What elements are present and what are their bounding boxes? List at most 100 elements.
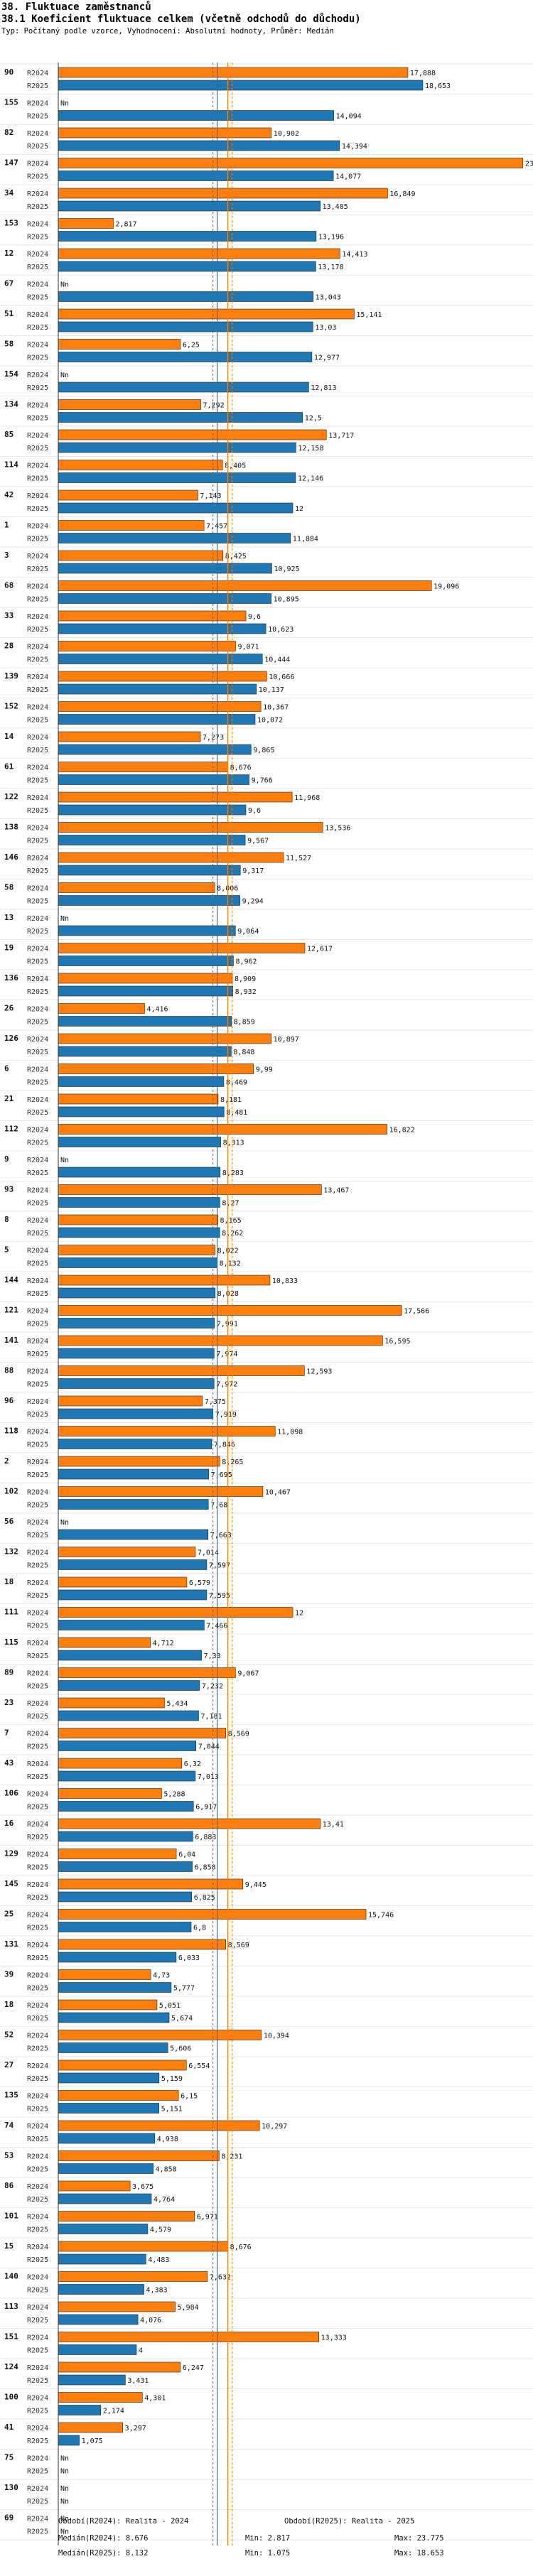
value-label: 7,974 (216, 1351, 237, 1358)
legend-r2024: Období(R2024): Realita - 2024 (58, 2517, 188, 2526)
series-label: R2024 (27, 2274, 48, 2282)
series-label: R2024 (27, 2334, 48, 2342)
value-label: Nn (60, 2455, 69, 2463)
bar-group: 122 R2024 11,968 R2025 9,6 (4, 791, 320, 816)
category-label: 124 (4, 2362, 18, 2371)
legend-median-r2025: Medián(R2025): 8.132 (58, 2549, 148, 2558)
bar-r2024 (58, 1969, 151, 1980)
value-label: 4,301 (144, 2395, 166, 2403)
bar-r2024 (58, 1909, 367, 1920)
series-label: R2025 (27, 2075, 48, 2083)
bar-r2025 (58, 714, 256, 725)
value-label: 8,909 (235, 975, 256, 983)
bar-r2025 (58, 623, 266, 634)
series-label: R2024 (27, 1308, 48, 1316)
value-label: 3,297 (125, 2425, 146, 2432)
category-label: 43 (4, 1758, 14, 1768)
bar-group: 16 R2024 13,41 R2025 6,883 (4, 1818, 344, 1842)
bar-group: 85 R2024 13,717 R2025 12,158 (4, 429, 354, 453)
value-label: 10,666 (269, 673, 294, 681)
value-label: 10,623 (268, 626, 294, 634)
value-label: 7,013 (198, 1773, 219, 1781)
category-label: 129 (4, 1849, 18, 1858)
bar-r2024 (58, 1637, 151, 1648)
value-label: 14,094 (336, 113, 362, 121)
series-label: R2024 (27, 1700, 48, 1708)
bar-r2025 (58, 1257, 217, 1268)
bar-group: 154 R2024 Nn R2025 12,813 (4, 369, 336, 393)
bar-group: 28 R2024 9,071 R2025 10,444 (4, 641, 290, 664)
bar-r2025 (58, 2103, 159, 2114)
bar-r2025 (58, 2253, 146, 2265)
bar-group: 52 R2024 10,394 R2025 5,606 (4, 2030, 289, 2053)
chart-overlay (58, 63, 233, 2545)
category-label: 115 (4, 1638, 18, 1647)
value-label: 6,32 (184, 1760, 201, 1768)
value-label: Nn (60, 915, 69, 923)
bar-r2024 (58, 1275, 271, 1286)
category-label: 39 (4, 1970, 14, 1979)
value-label: 9,064 (237, 928, 259, 936)
series-label: R2025 (27, 1623, 48, 1630)
category-label: 139 (4, 671, 18, 681)
bar-r2025 (58, 442, 296, 453)
series-label: R2024 (27, 1670, 48, 1678)
series-label: R2024 (27, 975, 48, 983)
bar-r2024 (58, 671, 267, 682)
value-label: 7,044 (198, 1743, 220, 1751)
category-label: 28 (4, 642, 14, 651)
series-label: R2024 (27, 1579, 48, 1587)
bar-group: 146 R2024 11,527 R2025 9,317 (4, 852, 311, 876)
series-label: R2024 (27, 1368, 48, 1376)
bar-r2024 (58, 973, 233, 984)
series-label: R2025 (27, 958, 48, 966)
bar-r2024 (58, 1365, 305, 1376)
value-label: 4,383 (146, 2287, 168, 2295)
bar-r2024 (58, 2090, 179, 2101)
value-label: 4,712 (153, 1640, 174, 1647)
value-label: Nn (60, 1157, 69, 1164)
bar-r2024 (58, 580, 432, 591)
series-label: R2024 (27, 2123, 48, 2131)
bar-group: 101 R2024 6,971 R2025 4,579 (4, 2211, 218, 2234)
bar-r2025 (58, 2012, 170, 2023)
category-label: 151 (4, 2332, 18, 2342)
legend-median-r2024: Medián(R2024): 8.676 (58, 2534, 148, 2543)
bar-r2025 (58, 1106, 225, 1117)
bar-group: 152 R2024 10,367 R2025 10,072 (4, 701, 289, 725)
series-label: R2024 (27, 2516, 48, 2523)
bar-r2024 (58, 943, 306, 953)
bar-group: 39 R2024 4,73 R2025 5,777 (4, 1969, 195, 1993)
bar-group: 1R20247,457R202511,884 (4, 520, 318, 543)
bar-r2024 (58, 2120, 260, 2131)
category-label: 121 (4, 1306, 18, 1315)
value-label: 7,232 (202, 1683, 223, 1691)
bar-r2024 (58, 2301, 176, 2312)
category-label: 16 (4, 1819, 14, 1828)
bar-r2024 (58, 2180, 131, 2192)
bar-group: 18 R2024 6,579 R2025 7,595 (4, 1576, 230, 1601)
bar-group: 69 R2024 Nn R2025 Nn (4, 2513, 69, 2536)
series-label: R2024 (27, 70, 48, 77)
series-label: R2025 (27, 234, 48, 242)
series-label: R2025 (27, 536, 48, 543)
bar-group: 139 R2024 10,666 R2025 10,137 (4, 671, 294, 695)
category-label: 100 (4, 2393, 18, 2402)
category-label: 21 (4, 1094, 14, 1103)
series-label: R2024 (27, 1338, 48, 1346)
bar-r2025 (58, 2193, 152, 2204)
series-label: R2024 (27, 825, 48, 833)
value-label: 8,27 (222, 1200, 239, 1208)
series-label: R2025 (27, 475, 48, 483)
series-label: R2024 (27, 1912, 48, 1920)
value-label: 10,072 (257, 717, 283, 725)
value-label: 8,848 (233, 1049, 254, 1056)
category-label: 15 (4, 2241, 14, 2251)
series-label: R2024 (27, 1217, 48, 1225)
series-label: R2025 (27, 1925, 48, 1932)
value-label: 13,41 (323, 1821, 344, 1829)
value-label: 13,196 (318, 234, 344, 242)
series-label: R2024 (27, 1549, 48, 1557)
series-label: R2024 (27, 2183, 48, 2191)
bar-group: 138 R2024 13,536 R2025 9,567 (4, 822, 350, 845)
